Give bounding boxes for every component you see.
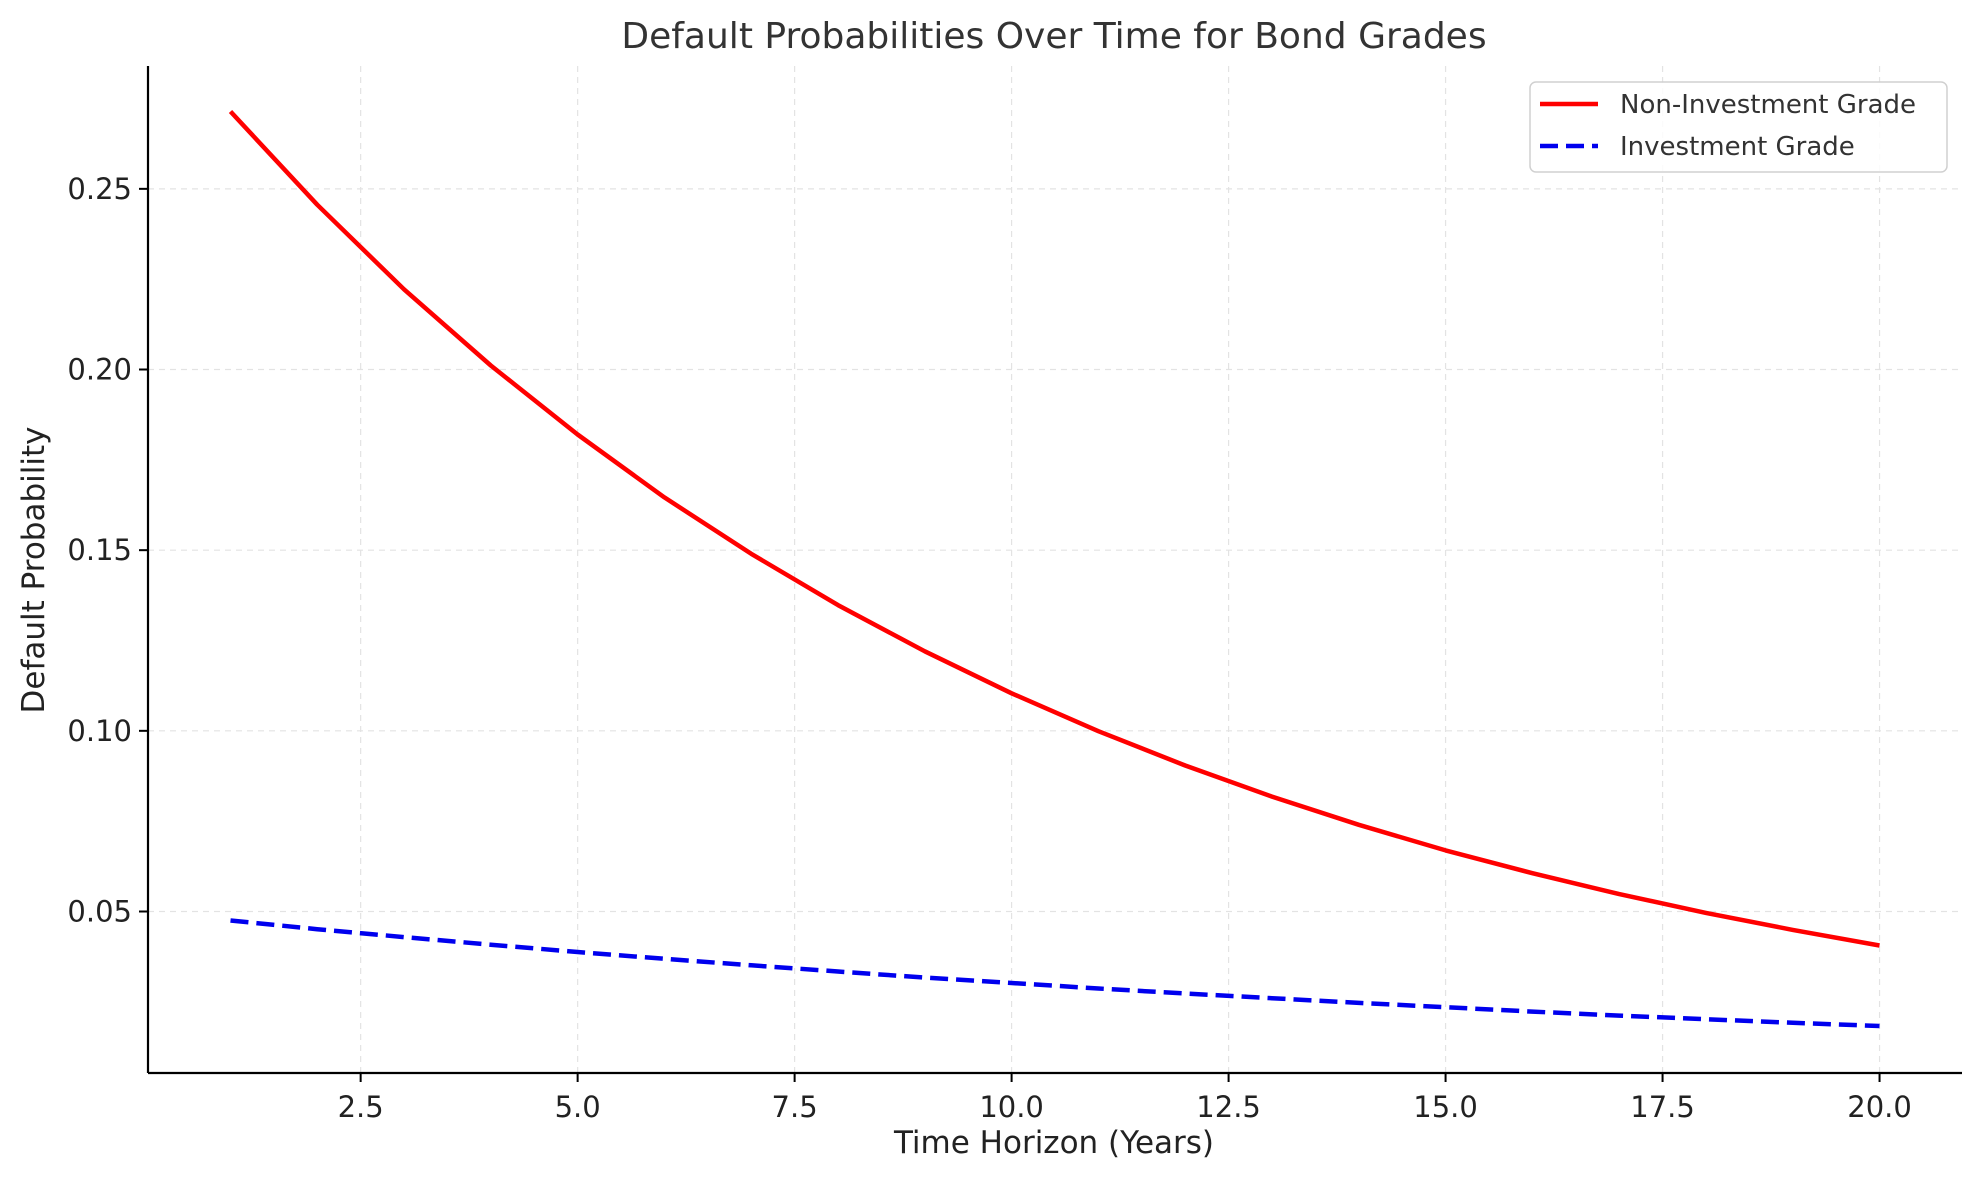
series-line-non-investment-grade [228,109,1880,948]
x-tick-label: 12.5 [1196,1090,1261,1124]
legend: Non-Investment Grade Investment Grade [1529,81,1948,173]
y-tick-label: 0.10 [67,714,132,748]
y-tick-label: 0.25 [67,172,132,206]
y-axis-label: Default Probability [16,427,52,714]
legend-label-non-investment-grade: Non-Investment Grade [1620,90,1916,120]
chart-title: Default Probabilities Over Time for Bond… [621,16,1486,57]
x-tick-label: 17.5 [1630,1090,1695,1124]
x-tick-label: 5.0 [555,1090,601,1124]
x-axis-label: Time Horizon (Years) [893,1125,1214,1161]
y-tick-label: 0.20 [67,353,132,387]
axes-spines [146,66,1962,1075]
legend-box [1529,81,1948,173]
x-tick-label: 20.0 [1847,1090,1912,1124]
x-axis-ticks: 2.5 5.0 7.5 10.0 12.5 15.0 17.5 20.0 [338,1073,1912,1124]
grid-lines [148,66,1962,1073]
y-axis-ticks: 0.05 0.10 0.15 0.20 0.25 [67,172,148,928]
x-tick-label: 7.5 [772,1090,818,1124]
series-line-investment-grade [230,918,1880,1029]
x-tick-label: 10.0 [979,1090,1044,1124]
y-tick-label: 0.05 [67,894,132,928]
x-tick-label: 15.0 [1413,1090,1478,1124]
y-tick-label: 0.15 [67,533,132,567]
x-tick-label: 2.5 [338,1090,384,1124]
series-layer [228,109,1880,1029]
legend-label-investment-grade: Investment Grade [1620,132,1855,162]
